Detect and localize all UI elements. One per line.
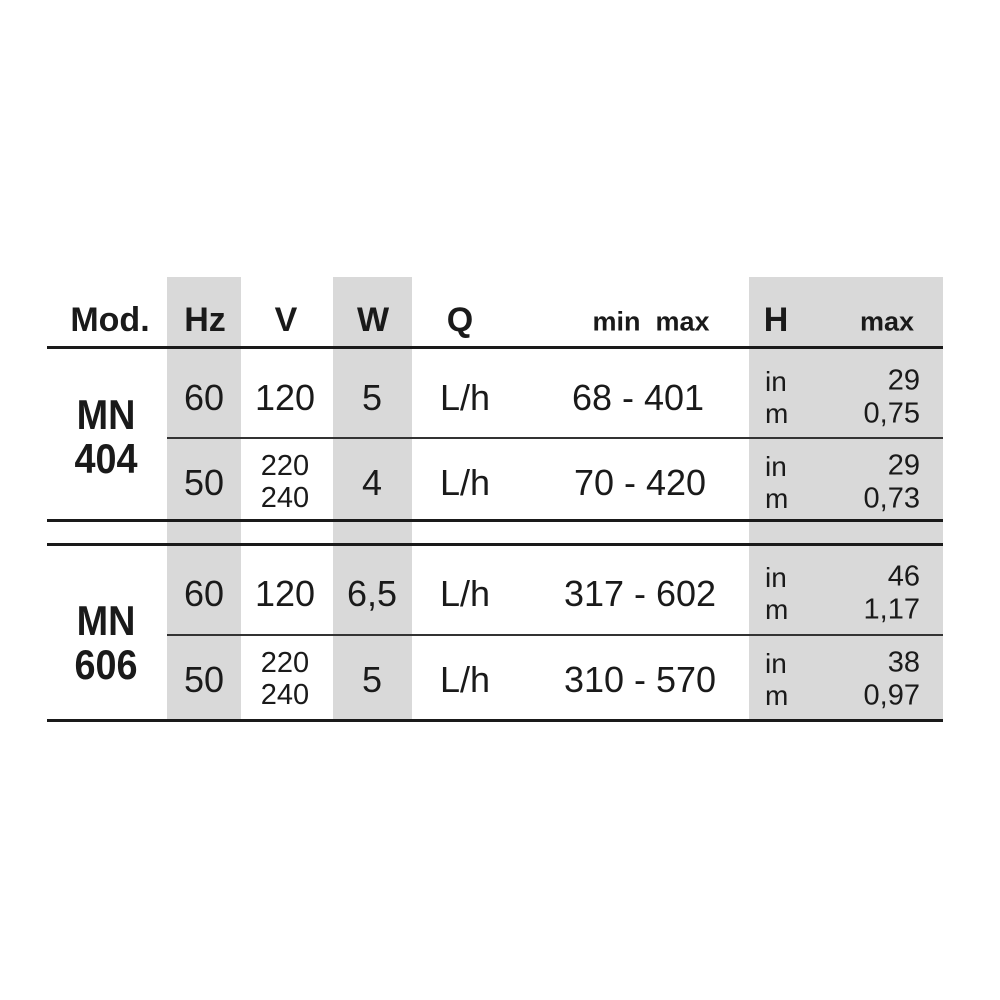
hz-column-shade — [167, 277, 241, 720]
q-unit: L/h — [439, 377, 491, 418]
q-range: 68 - 401 — [571, 377, 705, 418]
hz-value: 50 — [183, 659, 225, 700]
row-divider — [167, 437, 943, 439]
q-range: 70 - 420 — [573, 462, 707, 503]
model-name-line1: MN — [76, 596, 136, 644]
model-name: MN 606 — [74, 596, 138, 688]
w-value: 5 — [361, 659, 383, 700]
group-divider — [47, 519, 943, 522]
hz-value: 60 — [183, 377, 225, 418]
header-divider — [47, 346, 943, 349]
h-max-values: 29 0,73 — [863, 449, 920, 515]
header-v: V — [274, 301, 298, 339]
h-units: in m — [765, 561, 789, 625]
v-value: 220 240 — [260, 647, 310, 711]
h-max-values: 38 0,97 — [863, 646, 920, 712]
table-bottom-line — [47, 719, 943, 722]
v-value: 220 240 — [260, 450, 310, 514]
h-units: in m — [765, 647, 789, 711]
row-divider — [167, 634, 943, 636]
q-unit: L/h — [439, 573, 491, 614]
model-name-line2: 606 — [74, 641, 138, 688]
hz-value: 50 — [183, 462, 225, 503]
h-units: in m — [765, 365, 789, 429]
header-q: Q — [446, 301, 474, 339]
header-hz: Hz — [184, 301, 226, 339]
group-divider — [47, 543, 943, 546]
q-range: 317 - 602 — [563, 573, 717, 614]
v-value: 120 — [254, 377, 316, 418]
header-h: H — [763, 301, 789, 339]
header-w: W — [356, 301, 390, 339]
model-name-line1: MN — [76, 390, 136, 438]
w-value: 6,5 — [346, 573, 398, 614]
v-value: 120 — [254, 573, 316, 614]
header-h-max: max — [859, 306, 915, 337]
w-value: 5 — [361, 377, 383, 418]
w-column-shade — [333, 277, 412, 720]
header-min-max: min max — [592, 306, 710, 337]
q-unit: L/h — [439, 659, 491, 700]
header-model: Mod. — [70, 301, 150, 339]
w-value: 4 — [361, 462, 383, 503]
h-units: in m — [765, 450, 789, 514]
h-max-values: 46 1,17 — [863, 560, 920, 626]
q-unit: L/h — [439, 462, 491, 503]
hz-value: 60 — [183, 573, 225, 614]
q-range: 310 - 570 — [563, 659, 717, 700]
h-column-shade — [749, 277, 943, 720]
model-name: MN 404 — [74, 390, 138, 482]
h-max-values: 29 0,75 — [863, 364, 920, 430]
model-name-line2: 404 — [74, 435, 138, 482]
